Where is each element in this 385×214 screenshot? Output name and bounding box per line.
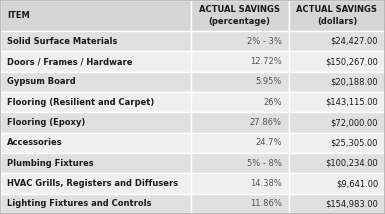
Text: ACTUAL SAVINGS
(percentage): ACTUAL SAVINGS (percentage) — [199, 5, 280, 26]
Bar — [0, 72, 191, 92]
Bar — [191, 51, 289, 72]
Bar — [0, 153, 191, 173]
Bar — [191, 92, 289, 112]
Bar — [289, 112, 385, 133]
Text: $24,427.00: $24,427.00 — [331, 37, 378, 46]
Text: 11.86%: 11.86% — [250, 199, 282, 208]
Bar — [289, 72, 385, 92]
Bar — [191, 173, 289, 194]
Text: 2% - 3%: 2% - 3% — [247, 37, 282, 46]
Bar — [191, 72, 289, 92]
Text: 12.72%: 12.72% — [250, 57, 282, 66]
Bar — [191, 112, 289, 133]
Text: $25,305.00: $25,305.00 — [331, 138, 378, 147]
Bar — [0, 133, 191, 153]
Bar — [289, 194, 385, 214]
Bar — [191, 194, 289, 214]
Text: $9,641.00: $9,641.00 — [336, 179, 378, 188]
Text: $143,115.00: $143,115.00 — [325, 98, 378, 107]
Text: ITEM: ITEM — [7, 11, 30, 20]
Text: Accessories: Accessories — [7, 138, 62, 147]
Bar — [289, 153, 385, 173]
Text: $100,234.00: $100,234.00 — [325, 159, 378, 168]
Text: 5% - 8%: 5% - 8% — [247, 159, 282, 168]
Text: Flooring (Epoxy): Flooring (Epoxy) — [7, 118, 85, 127]
Bar — [0, 31, 191, 51]
Text: Solid Surface Materials: Solid Surface Materials — [7, 37, 117, 46]
Text: Plumbing Fixtures: Plumbing Fixtures — [7, 159, 94, 168]
Bar — [289, 31, 385, 51]
Bar — [0, 112, 191, 133]
Text: $72,000.00: $72,000.00 — [331, 118, 378, 127]
Text: $150,267.00: $150,267.00 — [325, 57, 378, 66]
Bar — [191, 133, 289, 153]
Bar — [0, 194, 191, 214]
Text: Flooring (Resilient and Carpet): Flooring (Resilient and Carpet) — [7, 98, 154, 107]
Text: HVAC Grills, Registers and Diffusers: HVAC Grills, Registers and Diffusers — [7, 179, 178, 188]
Text: $154,983.00: $154,983.00 — [325, 199, 378, 208]
Bar — [0, 0, 191, 31]
Text: 24.7%: 24.7% — [255, 138, 282, 147]
Bar — [0, 173, 191, 194]
Bar — [289, 51, 385, 72]
Bar — [191, 31, 289, 51]
Bar — [289, 92, 385, 112]
Text: Lighting Fixtures and Controls: Lighting Fixtures and Controls — [7, 199, 151, 208]
Text: ACTUAL SAVINGS
(dollars): ACTUAL SAVINGS (dollars) — [296, 5, 377, 26]
Bar — [289, 133, 385, 153]
Bar — [191, 153, 289, 173]
Text: Doors / Frames / Hardware: Doors / Frames / Hardware — [7, 57, 132, 66]
Text: 14.38%: 14.38% — [250, 179, 282, 188]
Text: Gypsum Board: Gypsum Board — [7, 77, 76, 86]
Bar — [191, 0, 289, 31]
Bar — [0, 51, 191, 72]
Bar — [289, 0, 385, 31]
Text: 5.95%: 5.95% — [255, 77, 282, 86]
Text: $20,188.00: $20,188.00 — [330, 77, 378, 86]
Bar — [0, 92, 191, 112]
Text: 26%: 26% — [263, 98, 282, 107]
Text: 27.86%: 27.86% — [250, 118, 282, 127]
Bar — [289, 173, 385, 194]
